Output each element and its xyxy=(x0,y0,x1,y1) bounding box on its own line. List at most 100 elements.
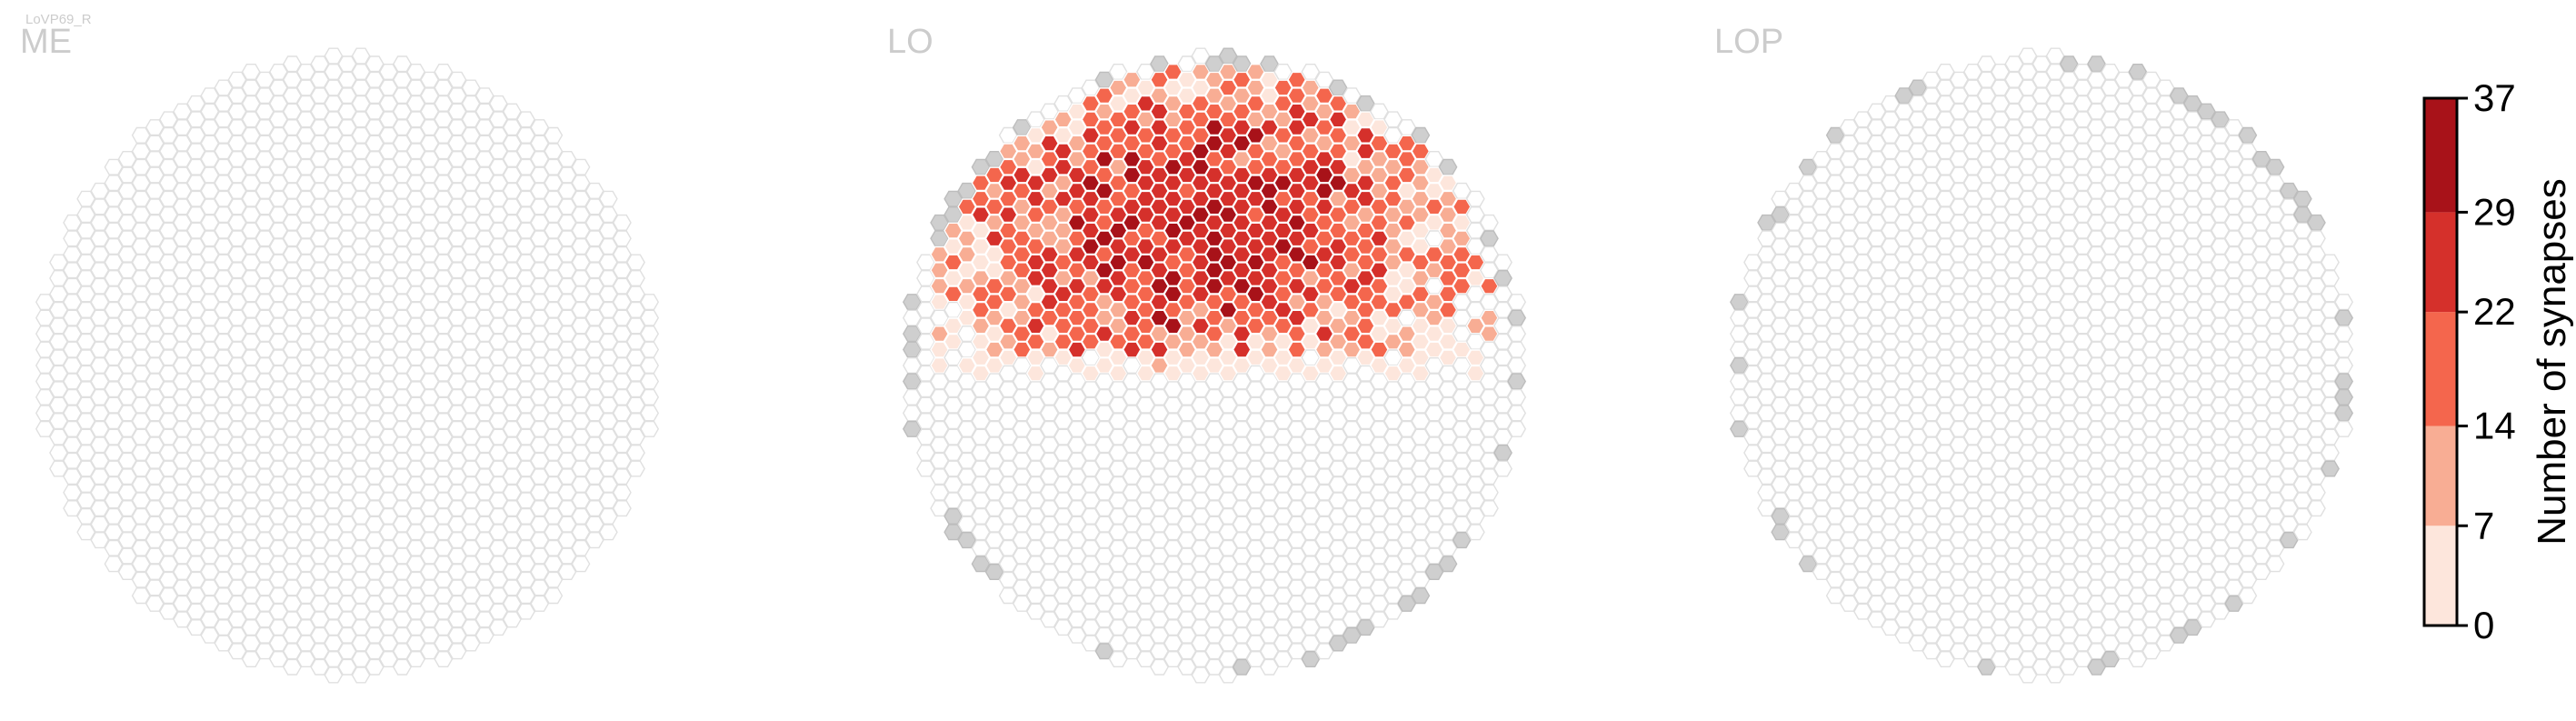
hex-column xyxy=(1825,524,1845,541)
hex-column-synapses xyxy=(1411,365,1431,382)
hex-column xyxy=(902,309,922,326)
hex-column-synapses xyxy=(1135,158,1155,175)
hex-column xyxy=(1991,524,2011,541)
hex-column xyxy=(227,373,247,390)
hex-column-synapses xyxy=(957,214,977,231)
hex-column xyxy=(502,373,522,390)
hex-column xyxy=(584,325,604,343)
hex-column xyxy=(131,396,151,414)
hex-column xyxy=(1260,405,1279,422)
hex-column xyxy=(2169,436,2189,454)
hex-column xyxy=(1991,603,2011,620)
hex-column xyxy=(1135,539,1155,556)
hex-column xyxy=(158,238,178,255)
hex-column xyxy=(2224,484,2244,501)
hex-column-synapses xyxy=(1012,135,1032,152)
hex-column xyxy=(1507,388,1527,406)
hex-column xyxy=(1025,587,1045,605)
hex-column-edge xyxy=(2238,126,2258,144)
hex-column xyxy=(1977,611,1996,628)
hex-column-synapses xyxy=(1287,71,1307,88)
hex-column xyxy=(626,301,645,318)
hex-column xyxy=(1040,436,1060,454)
hex-column xyxy=(1273,619,1293,636)
hex-column xyxy=(516,445,536,461)
hex-column xyxy=(2128,270,2148,286)
hex-column xyxy=(351,603,371,620)
hex-column xyxy=(516,190,536,207)
hex-column xyxy=(1314,388,1334,406)
hex-column xyxy=(351,222,371,239)
hex-column xyxy=(502,151,522,167)
hex-column xyxy=(1839,468,1859,486)
hex-column-synapses xyxy=(1094,262,1114,279)
hex-column xyxy=(2072,111,2092,128)
hex-column xyxy=(1218,603,1238,620)
hex-column xyxy=(530,309,550,326)
hex-column xyxy=(530,262,550,279)
hex-column xyxy=(2252,182,2271,199)
hex-column xyxy=(173,547,193,565)
hex-column xyxy=(2155,476,2175,493)
hex-column xyxy=(131,254,151,271)
hex-column xyxy=(2059,294,2079,311)
hex-column xyxy=(1867,309,1887,326)
hex-column xyxy=(186,365,206,382)
hex-column xyxy=(351,47,371,65)
hex-column xyxy=(117,357,137,374)
hex-column-synapses xyxy=(1397,294,1417,311)
hex-column xyxy=(324,619,344,636)
hex-column xyxy=(1839,119,1859,136)
hex-column xyxy=(1150,547,1169,565)
hex-column xyxy=(1040,516,1060,533)
hex-column xyxy=(351,571,371,588)
hex-column xyxy=(1852,603,1872,620)
hex-column xyxy=(351,381,371,398)
hex-column-synapses xyxy=(1150,245,1169,263)
hex-column xyxy=(2196,547,2216,565)
hex-column xyxy=(2155,492,2175,509)
hex-column xyxy=(598,460,618,477)
hex-column xyxy=(364,564,384,580)
hex-column xyxy=(310,500,330,517)
hex-column xyxy=(241,539,261,556)
hex-column xyxy=(1935,238,1955,255)
hex-column-synapses xyxy=(1397,230,1417,247)
hex-column xyxy=(1287,626,1307,644)
hex-column xyxy=(2238,317,2258,335)
hex-column-synapses xyxy=(1081,158,1101,175)
hex-column xyxy=(2182,428,2202,446)
hex-column xyxy=(2182,254,2202,271)
hex-column xyxy=(337,595,357,612)
hex-column xyxy=(145,547,165,565)
hex-column xyxy=(1812,166,1832,184)
hex-column xyxy=(378,365,398,382)
hex-column xyxy=(337,341,357,358)
hex-column xyxy=(406,507,426,525)
hex-column-synapses xyxy=(1342,166,1362,184)
hex-column xyxy=(571,492,591,509)
hex-column xyxy=(214,413,234,430)
hex-column xyxy=(1053,396,1073,414)
hex-column xyxy=(2321,396,2340,414)
hex-column xyxy=(1438,492,1458,509)
hex-column xyxy=(2018,507,2038,525)
hex-column xyxy=(1067,500,1087,517)
hex-column xyxy=(186,190,206,207)
hex-column-synapses xyxy=(1218,365,1238,382)
hex-column-synapses xyxy=(1094,294,1114,311)
hex-column xyxy=(2169,388,2189,406)
hex-column xyxy=(612,373,632,390)
hex-column xyxy=(2196,135,2216,152)
hex-column xyxy=(2032,87,2052,105)
hex-column xyxy=(378,556,398,573)
hex-column xyxy=(2072,175,2092,192)
hex-column xyxy=(393,516,412,533)
hex-column xyxy=(944,349,964,366)
hex-column xyxy=(2252,245,2271,263)
hex-column xyxy=(283,119,302,136)
hex-column xyxy=(1991,365,2011,382)
hex-column xyxy=(2087,71,2106,88)
hex-column xyxy=(1908,126,1928,144)
hex-column xyxy=(1094,436,1114,454)
